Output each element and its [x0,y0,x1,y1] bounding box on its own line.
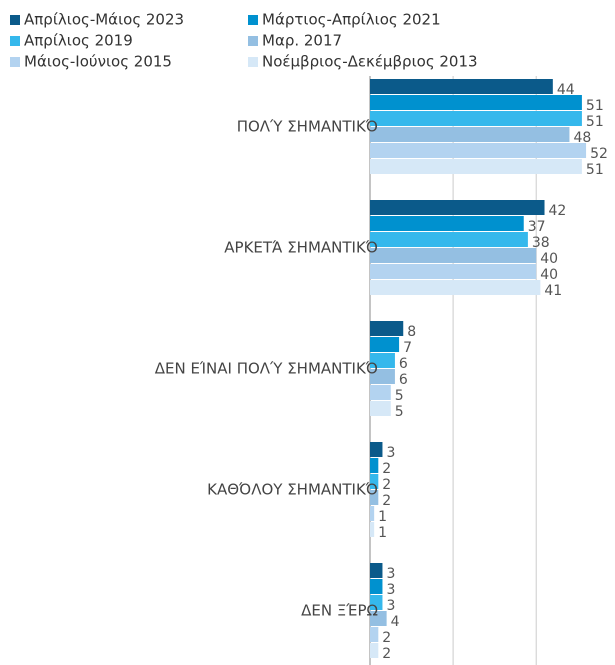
bar [370,522,375,537]
value-label: 2 [382,630,391,646]
bar [370,321,404,336]
value-label: 6 [399,356,408,372]
legend-label: Μαρ. 2017 [262,32,342,50]
category-label: ΔΕΝ ΕΊΝΑΙ ΠΟΛΎ ΣΗΜΑΝΤΙΚΌ [155,360,378,378]
value-label: 4 [391,614,400,630]
legend-label: Απρίλιος 2019 [24,32,133,50]
value-label: 42 [549,203,567,219]
category-label: ΔΕΝ ΞΈΡΩ [301,602,378,620]
legend-label: Μάιος-Ιούνιος 2015 [24,53,172,71]
bar [370,95,582,110]
legend-swatch [248,57,258,67]
value-label: 51 [586,98,604,114]
value-label: 44 [557,82,575,98]
category-label: ΚΑΘΌΛΟΥ ΣΗΜΑΝΤΙΚΌ [207,481,378,499]
bar [370,79,553,94]
bar [370,401,391,416]
bar [370,248,537,263]
value-label: 7 [403,340,412,356]
value-label: 1 [378,509,387,525]
bar [370,159,582,174]
legend-label: Μάρτιος-Απρίλιος 2021 [262,11,441,29]
legend-swatch [248,15,258,25]
bar [370,337,400,352]
bar [370,216,524,231]
bar [370,643,379,658]
bar [370,458,379,473]
legend-label: Απρίλιος-Μάιος 2023 [24,11,184,29]
bar [370,232,528,247]
bar [370,474,379,489]
value-label: 40 [540,251,558,267]
value-label: 6 [399,372,408,388]
bar [370,579,383,594]
bar [370,280,541,295]
value-label: 38 [532,235,550,251]
bar [370,353,395,368]
bar [370,200,545,215]
value-label: 48 [573,130,591,146]
value-label: 51 [586,162,604,178]
category-label: ΠΟΛΎ ΣΗΜΑΝΤΙΚΌ [237,118,378,136]
bar [370,127,570,142]
value-label: 51 [586,114,604,130]
value-label: 52 [590,146,608,162]
bar [370,442,383,457]
legend-swatch [10,36,20,46]
value-label: 2 [382,493,391,509]
value-label: 2 [382,461,391,477]
value-label: 1 [378,525,387,541]
bar [370,563,383,578]
legend-swatch [248,36,258,46]
legend-swatch [10,57,20,67]
value-label: 2 [382,477,391,493]
value-label: 3 [386,582,395,598]
value-label: 40 [540,267,558,283]
value-label: 5 [395,404,404,420]
value-label: 37 [528,219,546,235]
category-label: ΑΡΚΕΤΆ ΣΗΜΑΝΤΙΚΌ [224,239,378,257]
bar [370,627,379,642]
value-label: 5 [395,388,404,404]
legend-swatch [10,15,20,25]
value-label: 3 [386,566,395,582]
bar [370,595,383,610]
bar [370,506,375,521]
bar [370,264,537,279]
value-label: 3 [386,445,395,461]
value-label: 8 [407,324,416,340]
bar [370,385,391,400]
bar [370,143,587,158]
bar [370,369,395,384]
value-label: 3 [386,598,395,614]
bar [370,611,387,626]
bar [370,490,379,505]
bar [370,111,582,126]
legend-label: Νοέμβριος-Δεκέμβριος 2013 [262,53,478,71]
value-label: 41 [544,283,562,299]
value-label: 2 [382,646,391,662]
